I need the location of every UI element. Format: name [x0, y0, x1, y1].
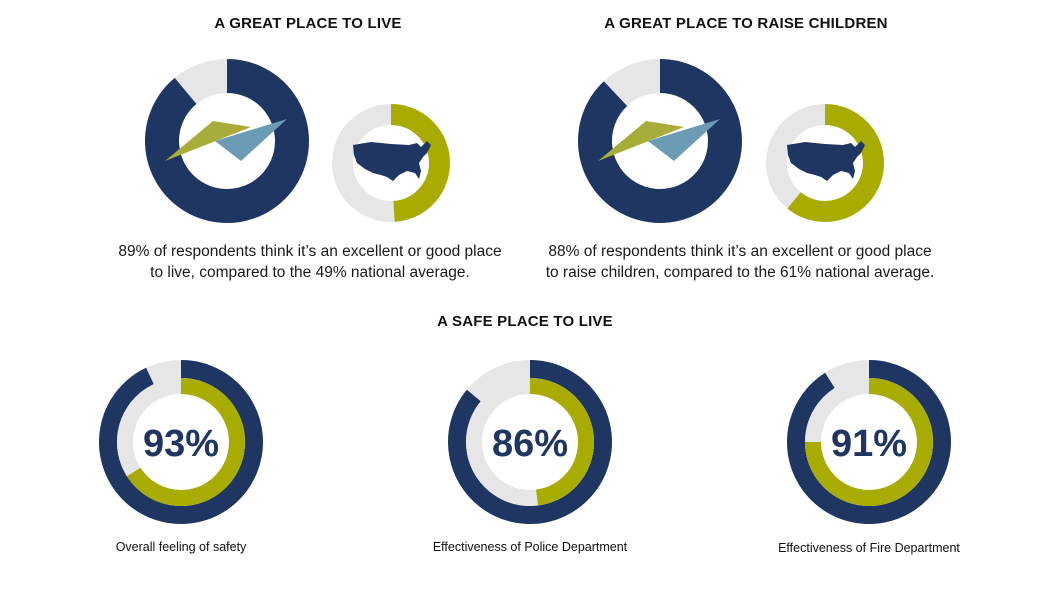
- caption-live: 89% of respondents think it’s an excelle…: [90, 241, 530, 283]
- logo-icon: [165, 119, 287, 161]
- caption-children: 88% of respondents think it’s an excelle…: [520, 241, 960, 283]
- label-safety-fire: Effectiveness of Fire Department: [778, 541, 960, 555]
- label-safety-police: Effectiveness of Police Department: [432, 540, 628, 554]
- us-map-icon: [787, 141, 865, 181]
- logo-blue-shard: [215, 119, 287, 161]
- logo-blue-shard: [648, 119, 720, 161]
- donut-safety-fire-outer-arc: [787, 360, 951, 524]
- donut-safety-overall: 93%: [99, 360, 263, 524]
- donut-safety-overall-outer-arc: [99, 360, 263, 524]
- donut-safety-overall-inner-arc: [126, 378, 245, 506]
- logo-olive-shard: [598, 121, 684, 161]
- logo-icon: [598, 119, 720, 161]
- donut-live-national-arc: [390, 104, 450, 222]
- donut-safety-overall-value: 93%: [143, 423, 219, 465]
- donut-safety-police-outer-arc: [448, 360, 612, 524]
- section-title-children: A GREAT PLACE TO RAISE CHILDREN: [604, 15, 888, 32]
- donut-children-local: [578, 59, 742, 223]
- donut-safety-police-inner-arc: [529, 378, 594, 506]
- donut-safety-fire: 91%: [787, 360, 951, 524]
- caption-children-line2: to raise children, compared to the 61% n…: [545, 264, 935, 281]
- donut-live-local: [145, 59, 309, 223]
- donut-children-national: [766, 104, 884, 222]
- donut-children-local-arc: [578, 59, 742, 223]
- section-title-live: A GREAT PLACE TO LIVE: [214, 15, 402, 32]
- us-map-shape: [353, 141, 431, 181]
- donut-safety-fire-value: 91%: [831, 423, 907, 465]
- caption-live-line1: 89% of respondents think it’s an excelle…: [118, 243, 502, 260]
- label-safety-overall: Overall feeling of safety: [115, 540, 247, 554]
- us-map-shape: [787, 141, 865, 181]
- donut-safety-police-value: 86%: [492, 423, 568, 465]
- donut-safety-fire-inner-arc: [805, 378, 933, 506]
- donut-safety-police: 86%: [448, 360, 612, 524]
- section-title-safe: A SAFE PLACE TO LIVE: [437, 313, 613, 330]
- logo-olive-shard: [165, 121, 251, 161]
- caption-live-line2: to live, compared to the 49% national av…: [150, 264, 470, 281]
- donut-children-national-arc: [787, 104, 884, 222]
- caption-children-line1: 88% of respondents think it’s an excelle…: [548, 243, 932, 260]
- us-map-icon: [353, 141, 431, 181]
- donut-live-local-arc: [145, 59, 309, 223]
- donut-live-national: [332, 104, 450, 222]
